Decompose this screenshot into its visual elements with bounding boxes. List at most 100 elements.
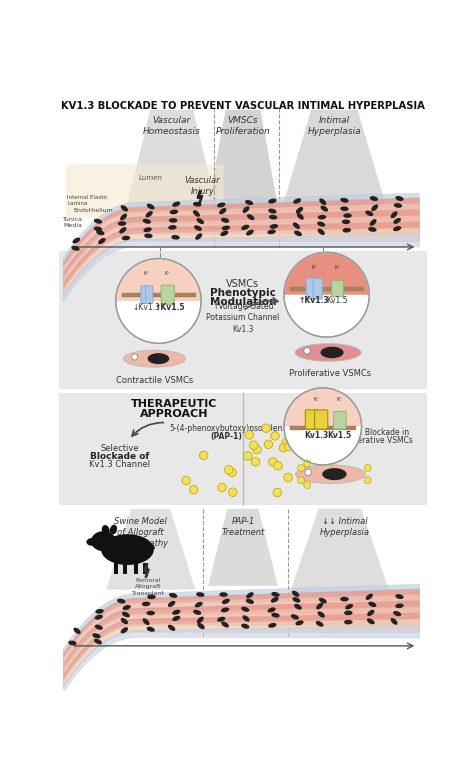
FancyBboxPatch shape xyxy=(332,281,343,297)
Ellipse shape xyxy=(122,611,130,618)
FancyBboxPatch shape xyxy=(65,164,224,218)
Ellipse shape xyxy=(102,525,110,536)
Ellipse shape xyxy=(342,219,350,224)
Circle shape xyxy=(284,474,292,482)
Ellipse shape xyxy=(291,615,299,619)
Text: Lumen: Lumen xyxy=(139,174,163,181)
Ellipse shape xyxy=(318,229,325,235)
Ellipse shape xyxy=(222,598,230,605)
Ellipse shape xyxy=(318,215,326,219)
Ellipse shape xyxy=(147,204,155,209)
Polygon shape xyxy=(63,589,419,659)
Ellipse shape xyxy=(340,198,349,203)
Ellipse shape xyxy=(120,627,128,633)
Circle shape xyxy=(304,347,310,354)
Ellipse shape xyxy=(221,622,229,628)
Ellipse shape xyxy=(169,593,177,598)
Text: K⁺: K⁺ xyxy=(335,265,340,270)
Ellipse shape xyxy=(246,599,254,604)
Polygon shape xyxy=(63,584,419,655)
FancyBboxPatch shape xyxy=(161,285,174,305)
Ellipse shape xyxy=(322,468,346,480)
Text: Blockade of: Blockade of xyxy=(90,452,149,461)
Ellipse shape xyxy=(121,618,128,624)
Ellipse shape xyxy=(119,227,127,233)
Ellipse shape xyxy=(195,233,202,239)
Ellipse shape xyxy=(246,592,254,598)
Ellipse shape xyxy=(319,198,326,205)
Ellipse shape xyxy=(271,592,280,597)
Circle shape xyxy=(284,443,293,451)
Ellipse shape xyxy=(217,202,225,208)
Ellipse shape xyxy=(92,633,100,639)
Text: Tunica
Media: Tunica Media xyxy=(63,217,83,228)
Circle shape xyxy=(182,477,191,485)
Text: Proliferative VSMCs: Proliferative VSMCs xyxy=(290,370,372,378)
Ellipse shape xyxy=(395,196,404,201)
Circle shape xyxy=(228,488,237,497)
Circle shape xyxy=(251,457,260,466)
Ellipse shape xyxy=(316,603,323,609)
Ellipse shape xyxy=(195,601,203,608)
Ellipse shape xyxy=(294,231,302,236)
Circle shape xyxy=(279,443,288,452)
Ellipse shape xyxy=(123,605,131,610)
Polygon shape xyxy=(134,563,138,574)
Circle shape xyxy=(116,259,201,343)
Circle shape xyxy=(225,466,233,474)
Ellipse shape xyxy=(101,534,154,565)
Ellipse shape xyxy=(293,222,300,229)
Circle shape xyxy=(269,458,277,466)
Ellipse shape xyxy=(197,617,204,623)
Text: ↑Kv1.3: ↑Kv1.3 xyxy=(299,296,329,305)
Ellipse shape xyxy=(68,641,77,646)
FancyBboxPatch shape xyxy=(305,410,319,429)
Wedge shape xyxy=(117,260,201,301)
Ellipse shape xyxy=(243,206,249,213)
Circle shape xyxy=(190,485,198,494)
Ellipse shape xyxy=(295,620,304,625)
Ellipse shape xyxy=(217,617,225,622)
Ellipse shape xyxy=(144,233,153,238)
Ellipse shape xyxy=(394,203,402,208)
Ellipse shape xyxy=(345,604,353,609)
Ellipse shape xyxy=(391,212,398,219)
Circle shape xyxy=(262,424,271,432)
Polygon shape xyxy=(106,509,195,590)
Ellipse shape xyxy=(246,229,254,236)
Polygon shape xyxy=(63,198,419,268)
Text: ↓↓ Intimal
Hyperplasia: ↓↓ Intimal Hyperplasia xyxy=(319,516,369,536)
Text: PAP-1
Treatment: PAP-1 Treatment xyxy=(221,516,264,536)
Ellipse shape xyxy=(344,611,353,615)
Ellipse shape xyxy=(270,224,278,229)
Text: VMSCs
Proliferation: VMSCs Proliferation xyxy=(216,116,270,136)
Circle shape xyxy=(282,439,291,447)
Ellipse shape xyxy=(395,594,404,599)
Ellipse shape xyxy=(143,219,151,224)
Circle shape xyxy=(264,440,273,449)
Ellipse shape xyxy=(146,211,153,218)
Text: K⁺: K⁺ xyxy=(311,265,317,270)
Ellipse shape xyxy=(393,611,401,616)
Ellipse shape xyxy=(168,225,177,229)
Ellipse shape xyxy=(193,202,201,207)
Circle shape xyxy=(284,253,369,337)
Circle shape xyxy=(249,441,258,450)
Ellipse shape xyxy=(269,215,277,219)
Text: Endothelium: Endothelium xyxy=(73,208,113,212)
Circle shape xyxy=(364,464,371,471)
Ellipse shape xyxy=(169,218,177,222)
Circle shape xyxy=(244,452,252,460)
Ellipse shape xyxy=(222,226,230,230)
FancyBboxPatch shape xyxy=(313,278,322,299)
Text: K⁺: K⁺ xyxy=(337,397,343,402)
Ellipse shape xyxy=(147,353,169,364)
Ellipse shape xyxy=(297,213,304,219)
Text: 5-(4-phenoxybutoxy)psoralen: 5-(4-phenoxybutoxy)psoralen xyxy=(169,424,283,433)
Ellipse shape xyxy=(194,226,202,231)
Ellipse shape xyxy=(196,592,204,597)
Ellipse shape xyxy=(117,598,126,604)
Ellipse shape xyxy=(110,525,117,535)
Circle shape xyxy=(245,431,254,439)
Ellipse shape xyxy=(317,222,325,227)
